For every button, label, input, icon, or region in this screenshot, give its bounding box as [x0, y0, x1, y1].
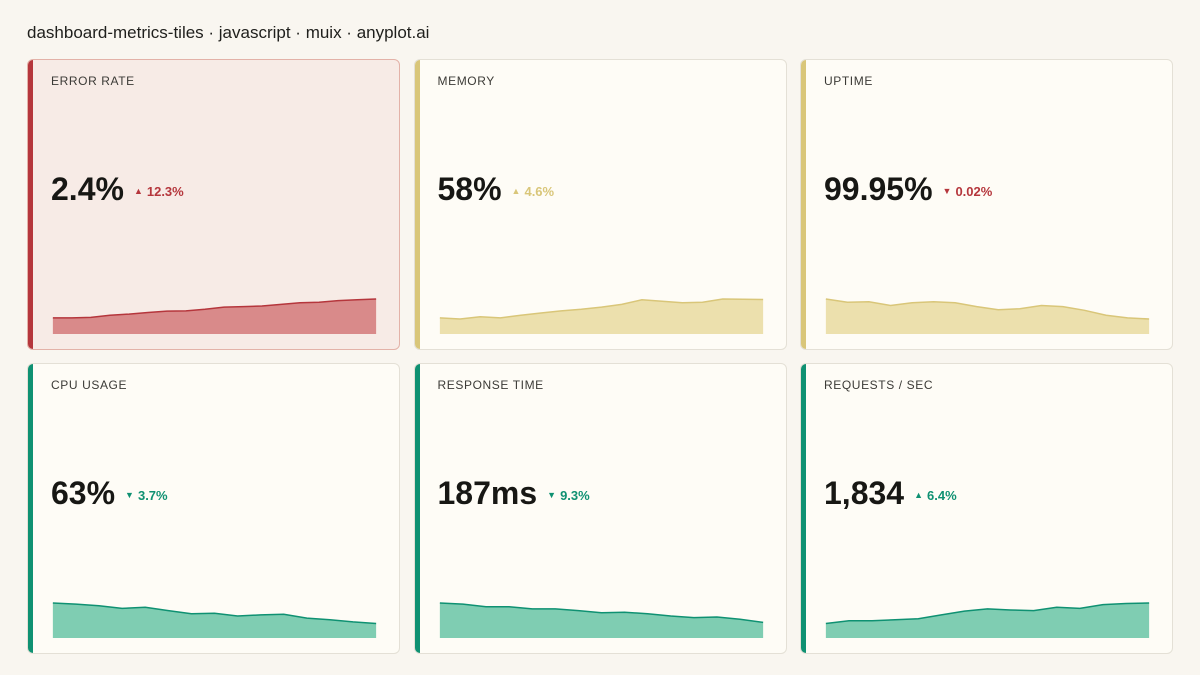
metric-value: 58% [437, 171, 502, 207]
status-accent-bar [801, 364, 806, 653]
sparkline-area [439, 299, 763, 334]
metric-label: CPU USAGE [51, 378, 128, 392]
sparkline-line [825, 298, 1150, 320]
metric-label: RESPONSE TIME [437, 378, 544, 392]
status-accent-bar [414, 60, 420, 349]
metric-value: 1,834 [824, 475, 905, 511]
triangle-up-icon: ▲ [914, 489, 923, 500]
metric-tile[interactable]: CPU USAGE 63% ▼ 3.7% [27, 363, 400, 654]
metric-label: REQUESTS / SEC [824, 378, 934, 392]
status-accent-bar [414, 364, 420, 653]
metric-label: MEMORY [437, 74, 495, 88]
sparkline-line [439, 602, 763, 624]
metric-value-row: 1,834 ▲ 6.4% [824, 474, 957, 512]
metric-label: UPTIME [824, 74, 873, 88]
status-accent-bar [801, 60, 806, 349]
metric-delta: ▼ 9.3% [547, 484, 590, 503]
metric-value: 99.95% [824, 171, 933, 207]
sparkline-line [825, 602, 1150, 625]
status-accent-bar [28, 364, 33, 653]
sparkline-area [439, 603, 763, 638]
triangle-up-icon: ▲ [133, 185, 143, 196]
sparkline-chart [825, 602, 1150, 638]
metric-delta: ▼ 3.7% [125, 484, 168, 503]
metric-delta: ▲ 12.3% [134, 180, 184, 199]
sparkline-chart [825, 298, 1150, 334]
metric-delta-value: 12.3% [146, 183, 184, 199]
metric-value: 187ms [437, 475, 538, 511]
metric-delta: ▲ 6.4% [914, 484, 957, 503]
metric-delta: ▲ 4.6% [512, 180, 555, 199]
metric-delta-value: 3.7% [137, 487, 168, 503]
sparkline-chart [52, 602, 377, 638]
sparkline-line [52, 602, 377, 625]
metric-value-row: 63% ▼ 3.7% [51, 474, 168, 512]
metric-value-row: 2.4% ▲ 12.3% [51, 170, 184, 208]
metric-delta-value: 0.02% [955, 183, 993, 199]
metric-value-row: 187ms ▼ 9.3% [438, 474, 590, 512]
triangle-down-icon: ▼ [942, 185, 952, 196]
metric-label: ERROR RATE [51, 74, 135, 88]
status-accent-bar [28, 60, 33, 349]
triangle-down-icon: ▼ [547, 489, 557, 500]
metric-tile[interactable]: MEMORY 58% ▲ 4.6% [413, 59, 787, 350]
sparkline-area [825, 299, 1150, 334]
metric-delta-value: 6.4% [927, 487, 957, 503]
triangle-down-icon: ▼ [125, 489, 134, 500]
triangle-up-icon: ▲ [511, 185, 521, 196]
metric-value: 63% [51, 475, 116, 511]
metric-delta-value: 4.6% [524, 183, 555, 199]
metric-delta: ▼ 0.02% [943, 180, 993, 199]
metrics-grid: ERROR RATE 2.4% ▲ 12.3% MEMORY 58% ▲ 4.6… [27, 59, 1173, 654]
sparkline-area [825, 603, 1150, 638]
sparkline-chart [439, 602, 763, 638]
page-title: dashboard-metrics-tiles · javascript · m… [27, 23, 430, 42]
sparkline-area [52, 603, 377, 638]
metric-tile[interactable]: ERROR RATE 2.4% ▲ 12.3% [27, 59, 400, 350]
sparkline-area [52, 299, 377, 334]
sparkline-line [52, 298, 377, 319]
metric-delta-value: 9.3% [560, 487, 590, 503]
metric-value: 2.4% [51, 171, 124, 207]
metric-value-row: 58% ▲ 4.6% [438, 170, 555, 208]
metric-tile[interactable]: UPTIME 99.95% ▼ 0.02% [800, 59, 1173, 350]
metric-value-row: 99.95% ▼ 0.02% [824, 170, 992, 208]
metric-tile[interactable]: REQUESTS / SEC 1,834 ▲ 6.4% [800, 363, 1173, 654]
sparkline-line [439, 298, 763, 320]
sparkline-chart [52, 298, 377, 334]
sparkline-chart [439, 298, 763, 334]
metric-tile[interactable]: RESPONSE TIME 187ms ▼ 9.3% [413, 363, 787, 654]
